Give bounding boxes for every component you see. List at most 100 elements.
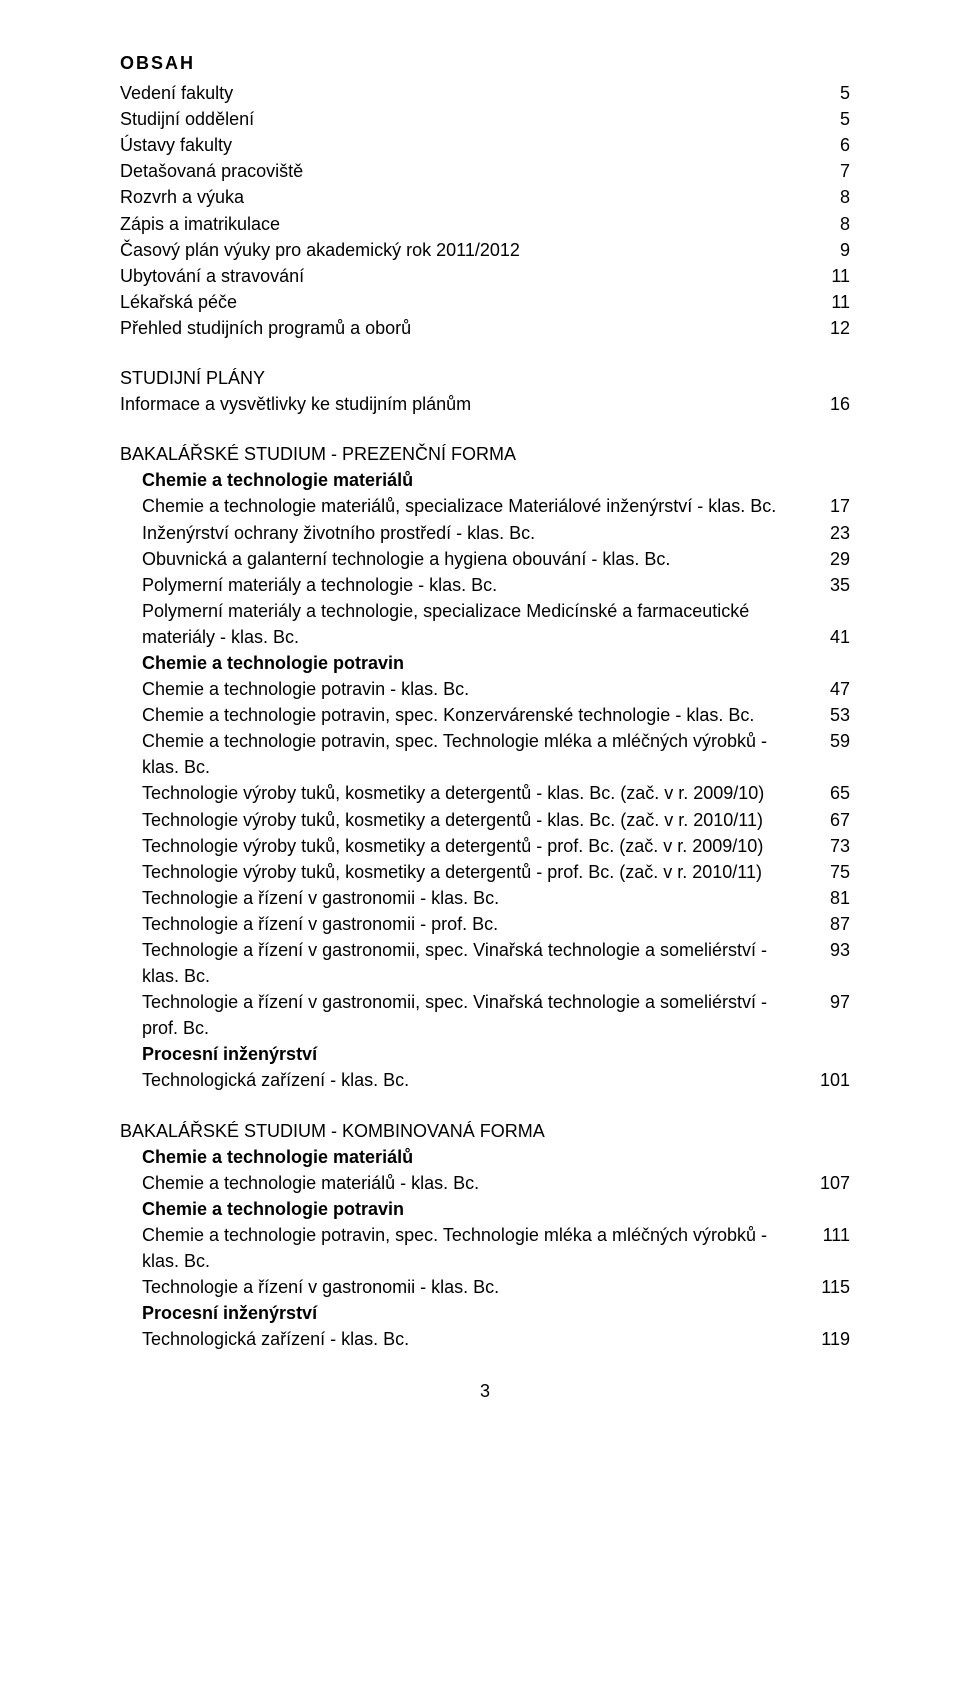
- toc-label: Technologie výroby tuků, kosmetiky a det…: [142, 807, 816, 833]
- toc-label: Technologie výroby tuků, kosmetiky a det…: [142, 859, 816, 885]
- section-heading: BAKALÁŘSKÉ STUDIUM - PREZENČNÍ FORMA: [120, 441, 850, 467]
- toc-page: 65: [816, 780, 850, 806]
- toc-page: 73: [816, 833, 850, 859]
- toc-page: 111: [816, 1222, 850, 1248]
- subsection-heading: Chemie a technologie materiálů: [120, 467, 850, 493]
- toc-label: Informace a vysvětlivky ke studijním plá…: [120, 391, 816, 417]
- toc-row: Technologická zařízení - klas. Bc.119: [120, 1326, 850, 1352]
- toc-row: Inženýrství ochrany životního prostředí …: [120, 520, 850, 546]
- toc-label: Polymerní materiály a technologie, speci…: [120, 598, 850, 624]
- toc-row: Obuvnická a galanterní technologie a hyg…: [120, 546, 850, 572]
- toc-page: 7: [816, 158, 850, 184]
- toc-page: 35: [816, 572, 850, 598]
- toc-row: materiály - klas. Bc.41: [120, 624, 850, 650]
- toc-label: Detašovaná pracoviště: [120, 158, 816, 184]
- toc-page: 115: [816, 1274, 850, 1300]
- toc-label: materiály - klas. Bc.: [142, 624, 816, 650]
- toc-label: Technologie a řízení v gastronomii, spec…: [142, 937, 816, 989]
- toc-label: Chemie a technologie potravin, spec. Tec…: [142, 728, 816, 780]
- section-heading: BAKALÁŘSKÉ STUDIUM - KOMBINOVANÁ FORMA: [120, 1118, 850, 1144]
- toc-label: Obuvnická a galanterní technologie a hyg…: [142, 546, 816, 572]
- toc-row: Vedení fakulty5: [120, 80, 850, 106]
- toc-page: 47: [816, 676, 850, 702]
- toc-row: Rozvrh a výuka8: [120, 184, 850, 210]
- toc-label: Technologická zařízení - klas. Bc.: [142, 1067, 816, 1093]
- toc-page: 29: [816, 546, 850, 572]
- toc-page: 101: [816, 1067, 850, 1093]
- page-title: OBSAH: [120, 50, 850, 76]
- toc-label: Technologie a řízení v gastronomii - pro…: [142, 911, 816, 937]
- toc-row: Chemie a technologie materiálů - klas. B…: [120, 1170, 850, 1196]
- toc-row: Chemie a technologie potravin, spec. Tec…: [120, 1222, 850, 1274]
- toc-page: 119: [816, 1326, 850, 1352]
- toc-row: Informace a vysvětlivky ke studijním plá…: [120, 391, 850, 417]
- subsection-heading: Procesní inženýrství: [120, 1300, 850, 1326]
- toc-row: Polymerní materiály a technologie - klas…: [120, 572, 850, 598]
- toc-row: Technologie a řízení v gastronomii - kla…: [120, 1274, 850, 1300]
- toc-row: Detašovaná pracoviště7: [120, 158, 850, 184]
- toc-page: 23: [816, 520, 850, 546]
- toc-label: Chemie a technologie materiálů - klas. B…: [142, 1170, 816, 1196]
- toc-row: Chemie a technologie potravin, spec. Tec…: [120, 728, 850, 780]
- toc-label: Technologie výroby tuků, kosmetiky a det…: [142, 833, 816, 859]
- toc-page: 9: [816, 237, 850, 263]
- toc-row: Časový plán výuky pro akademický rok 201…: [120, 237, 850, 263]
- toc-row: Chemie a technologie materiálů, speciali…: [120, 493, 850, 519]
- toc-page: 17: [816, 493, 850, 519]
- toc-row: Ubytování a stravování11: [120, 263, 850, 289]
- toc-page: 12: [816, 315, 850, 341]
- toc-label: Lékařská péče: [120, 289, 816, 315]
- toc-row: Technologie a řízení v gastronomii - kla…: [120, 885, 850, 911]
- toc-page: 87: [816, 911, 850, 937]
- toc-label: Technologie a řízení v gastronomii, spec…: [142, 989, 816, 1041]
- page-number: 3: [120, 1378, 850, 1404]
- subsection-heading: Chemie a technologie potravin: [120, 1196, 850, 1222]
- toc-label: Technologická zařízení - klas. Bc.: [142, 1326, 816, 1352]
- toc-label: Ubytování a stravování: [120, 263, 816, 289]
- subsection-heading: Procesní inženýrství: [120, 1041, 850, 1067]
- toc-page: 53: [816, 702, 850, 728]
- toc-page: 5: [816, 106, 850, 132]
- toc-label: Vedení fakulty: [120, 80, 816, 106]
- toc-page: 8: [816, 211, 850, 237]
- subsection-heading: Chemie a technologie potravin: [120, 650, 850, 676]
- toc-row: Ústavy fakulty6: [120, 132, 850, 158]
- toc-page: 107: [816, 1170, 850, 1196]
- toc-page: 11: [816, 263, 850, 289]
- toc-page: 41: [816, 624, 850, 650]
- toc-page: 8: [816, 184, 850, 210]
- toc-row: Chemie a technologie potravin - klas. Bc…: [120, 676, 850, 702]
- toc-label: Chemie a technologie potravin, spec. Tec…: [142, 1222, 816, 1274]
- toc-row: Technologie výroby tuků, kosmetiky a det…: [120, 859, 850, 885]
- toc-page: 93: [816, 937, 850, 963]
- toc-page: 67: [816, 807, 850, 833]
- toc-row: Technologická zařízení - klas. Bc.101: [120, 1067, 850, 1093]
- toc-row: Technologie výroby tuků, kosmetiky a det…: [120, 833, 850, 859]
- toc-label: Chemie a technologie materiálů, speciali…: [142, 493, 816, 519]
- toc-label: Technologie a řízení v gastronomii - kla…: [142, 1274, 816, 1300]
- toc-row: Technologie výroby tuků, kosmetiky a det…: [120, 780, 850, 806]
- toc-page: 97: [816, 989, 850, 1015]
- toc-label: Rozvrh a výuka: [120, 184, 816, 210]
- toc-label: Zápis a imatrikulace: [120, 211, 816, 237]
- toc-row: Přehled studijních programů a oborů12: [120, 315, 850, 341]
- toc-label: Přehled studijních programů a oborů: [120, 315, 816, 341]
- toc-page: 5: [816, 80, 850, 106]
- toc-page: 59: [816, 728, 850, 754]
- toc-label: Studijní oddělení: [120, 106, 816, 132]
- toc-label: Ústavy fakulty: [120, 132, 816, 158]
- toc-label: Chemie a technologie potravin, spec. Kon…: [142, 702, 816, 728]
- toc-label: Polymerní materiály a technologie - klas…: [142, 572, 816, 598]
- toc-row: Technologie výroby tuků, kosmetiky a det…: [120, 807, 850, 833]
- toc-page: 75: [816, 859, 850, 885]
- toc-row: Technologie a řízení v gastronomii - pro…: [120, 911, 850, 937]
- toc-page: 81: [816, 885, 850, 911]
- toc-page: 6: [816, 132, 850, 158]
- toc-page: 11: [816, 289, 850, 315]
- toc-label: Technologie a řízení v gastronomii - kla…: [142, 885, 816, 911]
- toc-row: Studijní oddělení5: [120, 106, 850, 132]
- toc-row: Technologie a řízení v gastronomii, spec…: [120, 989, 850, 1041]
- toc-page: 16: [816, 391, 850, 417]
- page: OBSAH Vedení fakulty5 Studijní oddělení5…: [0, 0, 960, 1701]
- toc-row: Technologie a řízení v gastronomii, spec…: [120, 937, 850, 989]
